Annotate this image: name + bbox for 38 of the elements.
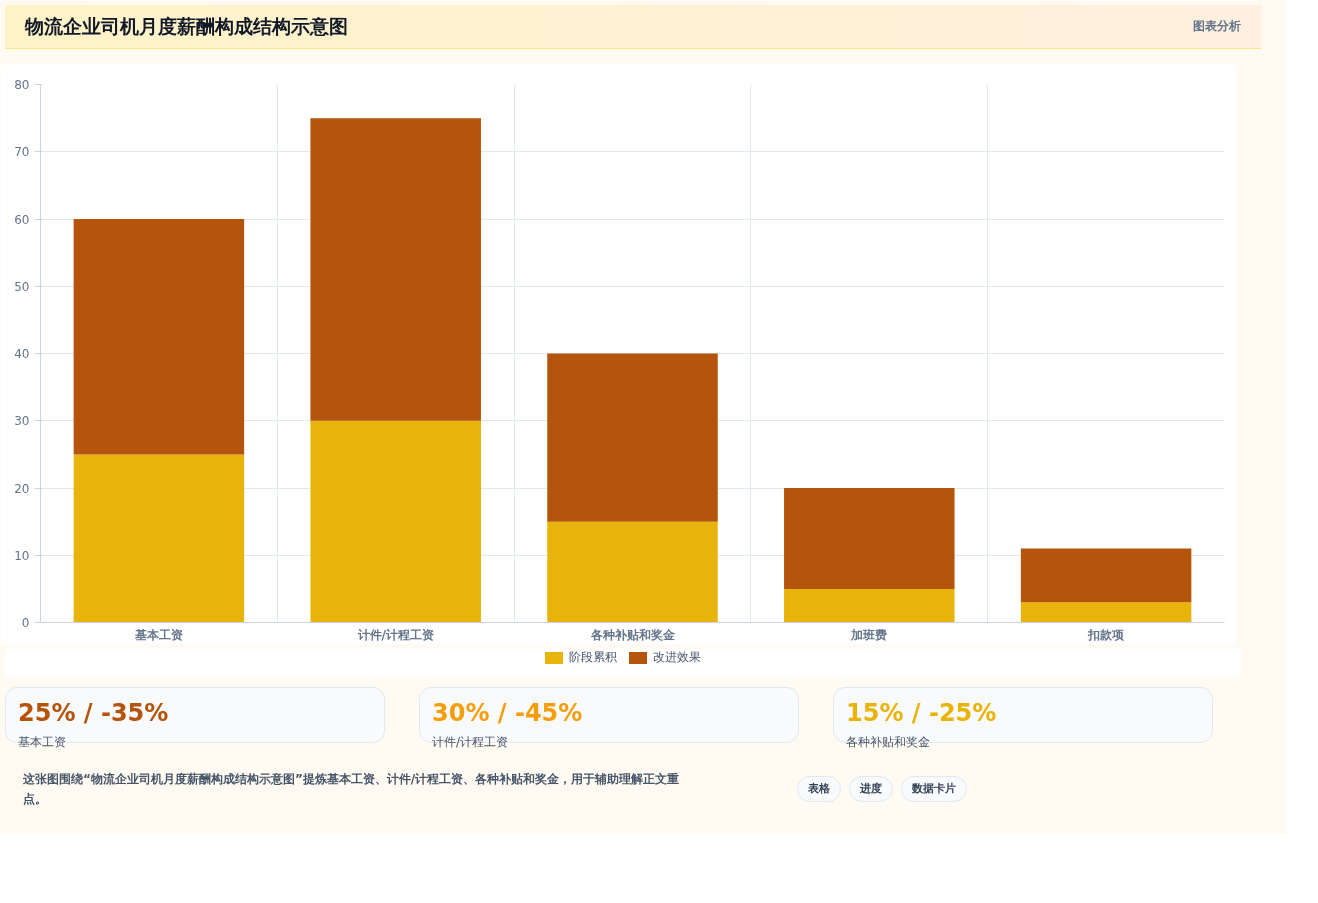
- text: 30% / -45%: [432, 698, 584, 729]
- text: 基本工资: [18, 734, 67, 752]
- y-tick-label: 70: [14, 145, 30, 160]
- x-tick-label: 基本工资: [133, 627, 183, 642]
- bar: [784, 488, 955, 589]
- bar: [547, 353, 718, 522]
- x-tick-label: 扣款项: [1087, 627, 1126, 642]
- bar: [310, 420, 481, 623]
- text: 表格: [797, 776, 841, 802]
- text: 计件/计程工资: [432, 734, 510, 752]
- y-tick-label: 20: [14, 481, 30, 496]
- y-tick-label: 10: [14, 548, 30, 563]
- text: 这张图围绕“物流企业司机月度薪酬构成结构示意图”提炼基本工资、计件/计程工资、各种补贴和奖金，用于辅助理解正文重点。: [23, 771, 681, 808]
- text: 25% / -35%: [18, 698, 170, 729]
- legend-label: 阶段累积: [568, 649, 617, 666]
- bar: [784, 588, 955, 623]
- bar: [73, 219, 245, 455]
- bar: [310, 118, 481, 421]
- chart-title: 物流企业司机月度薪酬构成结构示意图: [25, 14, 348, 39]
- y-tick-label: 30: [14, 414, 30, 429]
- bar: [73, 454, 245, 623]
- legend-label: 改进效果: [652, 649, 701, 666]
- text: 数据卡片: [901, 776, 967, 802]
- y-tick-label: 40: [14, 347, 30, 361]
- y-tick-label: 50: [14, 279, 30, 294]
- x-tick-label: 计件/计程工资: [356, 627, 434, 642]
- y-tick-label: 80: [14, 78, 30, 92]
- text: 进度: [849, 776, 893, 802]
- x-tick-label: 各种补贴和奖金: [589, 627, 676, 642]
- x-tick-label: 加班费: [850, 627, 888, 642]
- text: 各种补贴和奖金: [846, 734, 931, 752]
- bar: [547, 521, 718, 623]
- text: 15% / -25%: [846, 698, 998, 729]
- y-tick-label: 60: [14, 212, 30, 227]
- bar: [1020, 548, 1192, 603]
- bar: [1020, 602, 1192, 623]
- text: 图表分析: [1193, 18, 1241, 35]
- y-tick-label: 0: [21, 616, 30, 630]
